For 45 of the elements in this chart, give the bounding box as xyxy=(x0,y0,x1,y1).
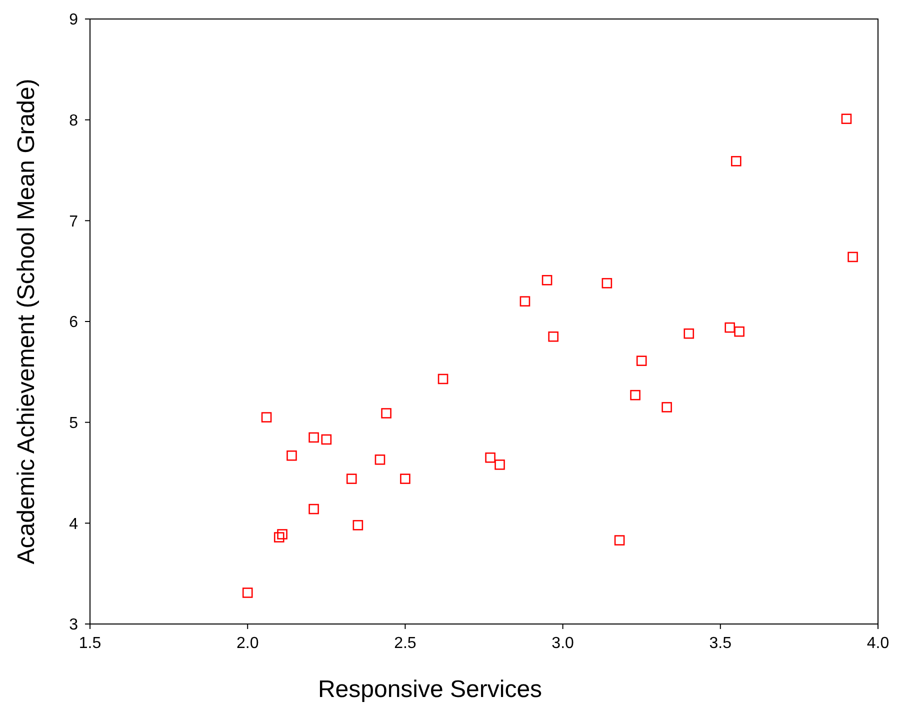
x-tick-label: 4.0 xyxy=(866,635,890,652)
y-tick-label: 4 xyxy=(69,516,78,533)
y-axis-title: Academic Achievement (School Mean Grade) xyxy=(13,78,40,564)
x-tick-label: 1.5 xyxy=(78,635,102,652)
point xyxy=(277,529,288,540)
point xyxy=(602,278,612,288)
point xyxy=(662,402,672,412)
point xyxy=(400,474,410,484)
point xyxy=(485,452,496,463)
y-tick-label: 8 xyxy=(69,112,78,130)
y-tick-label: 3 xyxy=(69,616,78,634)
point xyxy=(636,356,647,366)
x-tick-label: 2.5 xyxy=(394,635,416,652)
point xyxy=(261,412,272,422)
point xyxy=(614,535,625,546)
point xyxy=(542,275,552,286)
point xyxy=(684,328,694,339)
point xyxy=(381,408,392,418)
point xyxy=(494,460,505,470)
point xyxy=(308,432,319,443)
y-tick-label: 7 xyxy=(69,213,78,230)
point xyxy=(286,450,297,461)
point xyxy=(731,156,742,166)
point xyxy=(308,504,319,514)
point xyxy=(374,454,386,465)
point xyxy=(352,520,364,530)
point xyxy=(734,326,744,337)
x-tick-label: 2.0 xyxy=(236,635,259,652)
point xyxy=(841,114,852,124)
x-tick-label: 3.0 xyxy=(552,635,574,652)
x-axis-title: Responsive Services xyxy=(318,676,542,703)
point xyxy=(724,322,736,333)
point xyxy=(321,434,332,445)
y-tick-label: 5 xyxy=(69,414,78,432)
point xyxy=(630,390,640,400)
point xyxy=(242,588,253,598)
y-tick-label: 9 xyxy=(69,12,78,29)
point xyxy=(520,296,530,306)
x-tick-label: 3.5 xyxy=(709,635,732,652)
point xyxy=(274,532,284,542)
point xyxy=(848,252,858,262)
y-tick-label: 6 xyxy=(69,314,78,332)
point xyxy=(548,331,558,342)
point xyxy=(438,374,448,384)
point xyxy=(346,474,357,484)
